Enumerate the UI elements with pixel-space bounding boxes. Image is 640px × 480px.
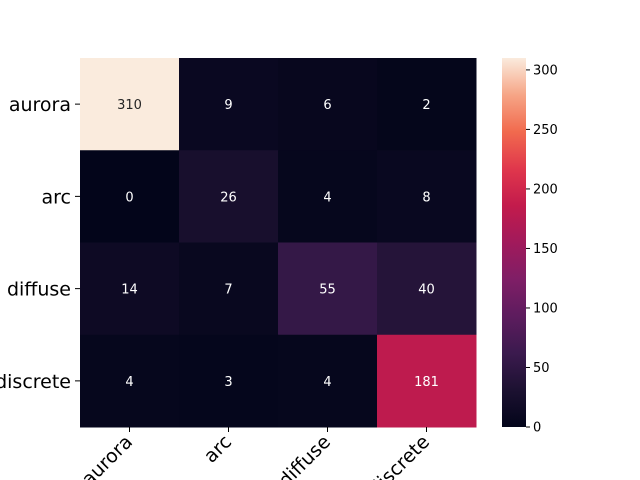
- colorbar-gradient: [502, 58, 526, 427]
- heatmap-cell-value: 8: [422, 190, 430, 205]
- heatmap-cell-value: 55: [319, 283, 336, 298]
- colorbar: 0 50 100 150 200 250 300: [502, 58, 558, 436]
- heatmap-cell-value: 4: [323, 375, 331, 390]
- heatmap-cell-value: 2: [422, 98, 430, 113]
- heatmap-cell: [278, 334, 378, 428]
- heatmap-cell-value: 3: [224, 375, 232, 390]
- heatmap-cell: [80, 58, 180, 151]
- y-tick-label: diffuse: [7, 279, 71, 301]
- x-tick-label: discrete: [365, 431, 434, 480]
- colorbar-tick-label: 250: [533, 123, 558, 138]
- colorbar-tick-label: 50: [533, 361, 550, 376]
- heatmap-cell-value: 4: [125, 375, 133, 390]
- heatmap-cell: [377, 334, 477, 428]
- x-axis: aurora arc diffuse discrete: [78, 427, 434, 480]
- heatmap-cell: [278, 242, 378, 336]
- heatmap-cell-value: 26: [220, 190, 237, 205]
- y-tick-label: arc: [42, 186, 71, 208]
- y-tick-label: discrete: [0, 371, 71, 393]
- heatmap-cell: [278, 150, 378, 243]
- heatmap-cell-value: 0: [125, 190, 133, 205]
- heatmap-cell: [80, 334, 180, 428]
- x-tick-label: diffuse: [274, 431, 335, 480]
- heatmap-cell: [377, 242, 477, 336]
- y-tick-label: aurora: [9, 94, 71, 116]
- heatmap-cells: [80, 58, 477, 428]
- heatmap-cell-value: 14: [121, 283, 138, 298]
- heatmap-cell: [179, 58, 279, 151]
- colorbar-tick-label: 300: [533, 63, 558, 78]
- heatmap-cell-value: 181: [414, 375, 439, 390]
- heatmap-cell: [80, 242, 180, 336]
- x-tick-label: arc: [200, 431, 236, 467]
- heatmap-cell-labels: 310 9 6 2 0 26 4 8 14 7 55 40 4 3 4 181: [117, 98, 439, 390]
- heatmap-cell: [179, 334, 279, 428]
- colorbar-tick-label: 150: [533, 242, 558, 257]
- heatmap-cell-value: 310: [117, 98, 142, 113]
- heatmap-cell: [179, 242, 279, 336]
- heatmap-cell-value: 9: [224, 98, 232, 113]
- heatmap-cell-value: 40: [418, 283, 435, 298]
- heatmap-cell: [377, 150, 477, 243]
- heatmap-cell: [377, 58, 477, 151]
- x-tick-label: aurora: [78, 431, 138, 480]
- heatmap-cell-value: 4: [323, 190, 331, 205]
- colorbar-tick-label: 200: [533, 182, 558, 197]
- colorbar-tick-label: 100: [533, 301, 558, 316]
- heatmap-cell-value: 7: [224, 283, 232, 298]
- heatmap-cell: [80, 150, 180, 243]
- heatmap-cell: [179, 150, 279, 243]
- y-axis: aurora arc diffuse discrete: [0, 94, 80, 393]
- colorbar-tick-label: 0: [533, 421, 541, 436]
- heatmap-cell: [278, 58, 378, 151]
- heatmap-cell-value: 6: [323, 98, 331, 113]
